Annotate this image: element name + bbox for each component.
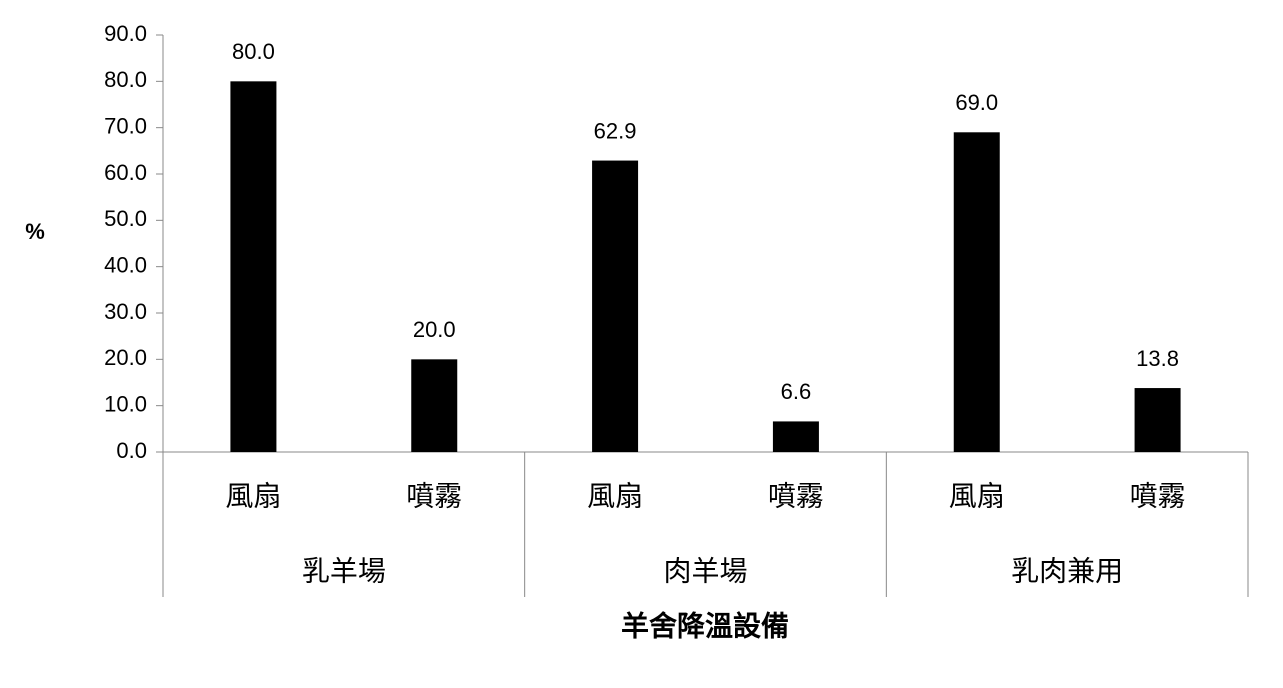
x-axis-label: 羊舍降溫設備 (621, 610, 789, 643)
y-tick-label: 50.0 (104, 206, 147, 231)
x-tick-label: 風扇 (949, 480, 1005, 513)
value-label: 62.9 (594, 118, 637, 143)
bar (953, 132, 1000, 453)
y-tick-label: 0.0 (116, 438, 147, 463)
group-label: 乳肉兼用 (1011, 555, 1123, 588)
bar (411, 359, 458, 452)
y-tick-label: 10.0 (104, 391, 147, 416)
x-tick-label: 噴霧 (1130, 480, 1186, 513)
value-label: 20.0 (413, 317, 456, 342)
y-tick-label: 60.0 (104, 160, 147, 185)
value-label: 6.6 (781, 379, 812, 404)
y-tick-label: 40.0 (104, 252, 147, 277)
y-tick-label: 30.0 (104, 299, 147, 324)
value-label: 80.0 (232, 39, 275, 64)
x-tick-label: 風扇 (587, 480, 643, 513)
value-label: 13.8 (1136, 346, 1179, 371)
bar (592, 160, 639, 452)
bar (772, 421, 819, 452)
x-tick-label: 噴霧 (768, 480, 824, 513)
value-label: 69.0 (955, 90, 998, 115)
x-tick-label: 噴霧 (406, 480, 462, 513)
group-label: 肉羊場 (663, 555, 747, 588)
y-tick-label: 20.0 (104, 345, 147, 370)
y-tick-label: 90.0 (104, 21, 147, 46)
y-axis-label: % (25, 219, 45, 244)
bar (230, 81, 277, 452)
x-tick-label: 風扇 (225, 480, 281, 513)
y-tick-label: 70.0 (104, 113, 147, 138)
group-label: 乳羊場 (302, 555, 386, 588)
bar (1134, 388, 1181, 452)
y-tick-label: 80.0 (104, 67, 147, 92)
